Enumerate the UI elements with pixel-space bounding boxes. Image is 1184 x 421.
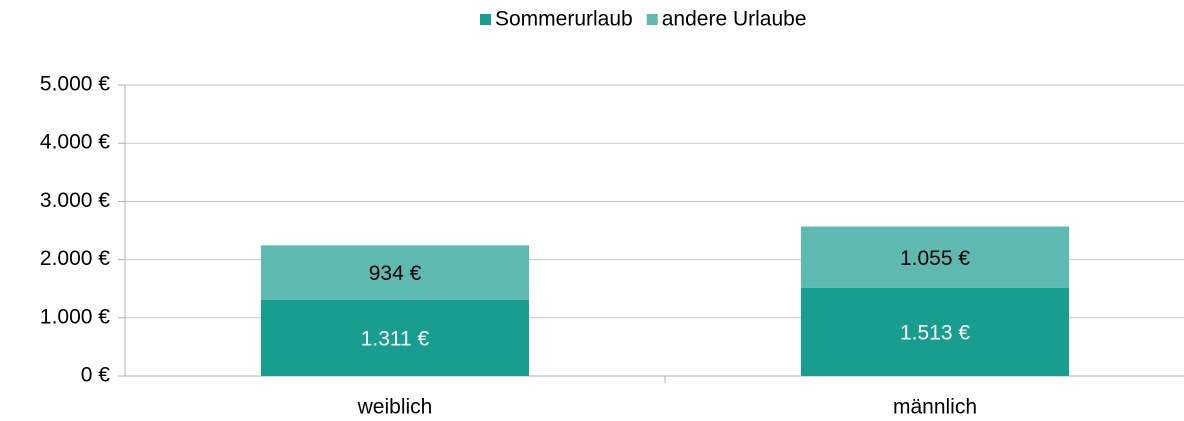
- y-tick-label: 1.000 €: [40, 305, 110, 328]
- legend-swatch: [480, 14, 491, 25]
- x-tick-label: männlich: [893, 396, 977, 419]
- data-label: 934 €: [369, 262, 422, 285]
- y-tick-label: 4.000 €: [40, 131, 110, 154]
- legend-swatch: [647, 14, 658, 25]
- data-label: 1.055 €: [900, 247, 970, 270]
- y-tick-label: 5.000 €: [40, 73, 110, 96]
- x-tick-label: weiblich: [357, 396, 433, 419]
- data-label: 1.513 €: [900, 322, 970, 345]
- y-tick-label: 3.000 €: [40, 189, 110, 212]
- data-label: 1.311 €: [361, 327, 430, 350]
- legend-label: Sommerurlaub: [495, 8, 633, 31]
- chart: 0 € 1.000 € 2.000 € 3.000 € 4.000 € 5.000 € we…: [0, 0, 1184, 421]
- y-tick-label: 0 €: [81, 364, 111, 387]
- y-tick-label: 2.000 €: [40, 247, 110, 270]
- legend-label: andere Urlaube: [662, 8, 807, 31]
